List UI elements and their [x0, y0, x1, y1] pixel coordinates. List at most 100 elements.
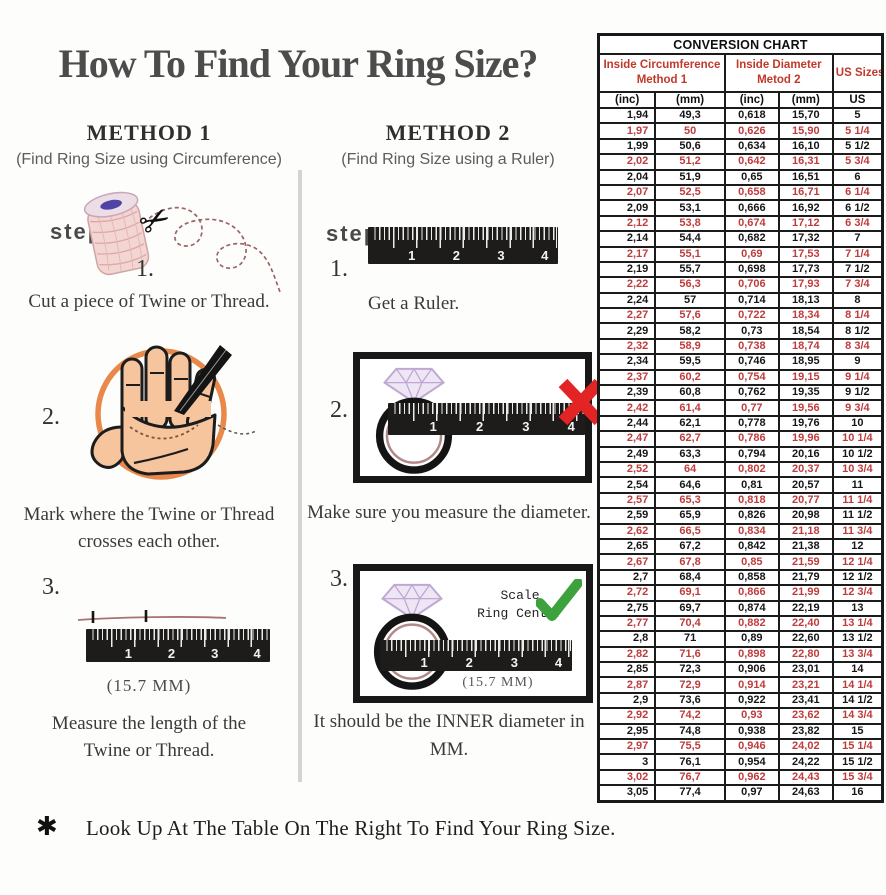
table-row: 1,99 50,6 0,634 16,10 5 1/2 [597, 137, 884, 156]
table-cell: 17,93 [777, 276, 834, 294]
table-cell: 53,8 [654, 214, 726, 233]
table-cell: 2,02 [597, 153, 657, 171]
table-cell: 24,63 [777, 784, 834, 803]
conversion-chart-table: CONVERSION CHART Inside Circumference Me… [597, 33, 884, 803]
method2-step1-number: 1. [330, 256, 348, 282]
table-cell: 10 3/4 [831, 460, 884, 479]
table-cell: 70,4 [654, 614, 726, 633]
table-row: 2,14 54,4 0,682 17,32 7 [597, 230, 884, 248]
table-cell: 23,62 [777, 707, 834, 725]
table-row: 2,27 57,6 0,722 18,34 8 1/4 [597, 307, 884, 325]
table-cell: 68,4 [654, 568, 726, 587]
table-cell: 24,43 [777, 768, 834, 787]
table-cell: 0,674 [723, 214, 780, 233]
table-cell: 17,53 [777, 245, 834, 263]
twine-spool-illustration: ✂ [83, 191, 281, 293]
table-cell: 0,778 [723, 414, 780, 433]
table-cell: 2,39 [597, 384, 657, 402]
table-cell: 0,89 [723, 630, 780, 648]
method2-step2-number: 2. [330, 397, 348, 423]
table-row: 2,04 51,9 0,65 16,51 6 [597, 168, 884, 186]
table-row: 2,72 69,1 0,866 21,99 12 3/4 [597, 584, 884, 602]
table-cell: 2,22 [597, 276, 657, 294]
table-cell: 55,7 [654, 260, 726, 279]
method2-step1-caption: Get a Ruler. [368, 293, 460, 314]
table-cell: 1,97 [597, 122, 657, 140]
finger-creases [126, 372, 211, 398]
table-cell: 0,626 [723, 122, 780, 140]
table-cell: 2,77 [597, 614, 657, 633]
table-cell: 0,898 [723, 645, 780, 664]
table-cell: 6 3/4 [831, 214, 884, 233]
table-cell: 12 1/4 [831, 553, 884, 571]
x-mark-icon [558, 378, 604, 426]
table-cell: 19,35 [777, 384, 834, 402]
table-cell: 7 [831, 230, 884, 248]
table-row: 2,19 55,7 0,698 17,73 7 1/2 [597, 260, 884, 279]
table-cell: 19,15 [777, 368, 834, 387]
table-cell: 13 1/2 [831, 630, 884, 648]
table-cell: 21,18 [777, 522, 834, 540]
table-cell: 16,51 [777, 168, 834, 186]
method1-step1-caption: Cut a piece of Twine or Thread. [28, 291, 270, 312]
table-cell: 6 1/2 [831, 199, 884, 217]
table-cell: 2,34 [597, 353, 657, 371]
table-cell: 0,842 [723, 537, 780, 556]
group-header-line: Inside Diameter [736, 59, 822, 72]
table-cell: 76,1 [654, 753, 726, 771]
measured-thread-line [77, 610, 227, 623]
table-row: 2,57 65,3 0,818 20,77 11 1/4 [597, 491, 884, 510]
table-cell: 0,634 [723, 137, 780, 156]
table-cell: 7 1/2 [831, 260, 884, 279]
table-cell: 2,59 [597, 507, 657, 525]
table-cell: 14 [831, 661, 884, 679]
table-cell: 0,906 [723, 661, 780, 679]
table-cell: 5 3/4 [831, 153, 884, 171]
table-row: 2,09 53,1 0,666 16,92 6 1/2 [597, 199, 884, 217]
table-cell: 56,3 [654, 276, 726, 294]
table-cell: 18,13 [777, 291, 834, 310]
table-cell: 15,70 [777, 106, 834, 125]
ruler-illustration: 1 2 3 4 [368, 227, 558, 264]
table-cell: 5 [831, 106, 884, 125]
asterisk-icon: ✱ [36, 812, 58, 841]
footnote: Look Up At The Table On The Right To Fin… [86, 816, 616, 840]
table-row: 1,94 49,3 0,618 15,70 5 [597, 106, 884, 125]
table-cell: 0,826 [723, 507, 780, 525]
diamond-icon [383, 367, 445, 404]
spool-hole [100, 199, 122, 210]
table-cell: 11 1/2 [831, 507, 884, 525]
table-row: 2,34 59,5 0,746 18,95 9 [597, 353, 884, 371]
table-cell: 2,82 [597, 645, 657, 664]
table-row: 2,87 72,9 0,914 23,21 14 1/4 [597, 676, 884, 694]
col-header: US [831, 91, 884, 109]
check-mark-icon [536, 579, 582, 621]
table-cell: 2,32 [597, 337, 657, 356]
table-cell: 2,24 [597, 291, 657, 310]
table-cell: 55,1 [654, 245, 726, 263]
table-cell: 19,56 [777, 399, 834, 417]
table-cell: 0,946 [723, 737, 780, 756]
table-cell: 13 [831, 599, 884, 617]
pen-icon [174, 345, 232, 415]
table-cell: 2,52 [597, 460, 657, 479]
twine-thread-line [131, 206, 281, 293]
table-cell: 23,21 [777, 676, 834, 694]
table-cell: 0,682 [723, 230, 780, 248]
table-cell: 2,44 [597, 414, 657, 433]
table-cell: 10 1/2 [831, 445, 884, 464]
ruler-number: 3 [211, 646, 219, 661]
table-cell: 74,8 [654, 722, 726, 741]
diamond-icon [381, 583, 443, 620]
table-cell: 58,2 [654, 322, 726, 340]
table-cell: 23,82 [777, 722, 834, 741]
table-row: 3,02 76,7 0,962 24,43 15 3/4 [597, 768, 884, 787]
table-cell: 0,874 [723, 599, 780, 617]
thread-tail-dashed [217, 424, 257, 435]
table-cell: 0,818 [723, 491, 780, 510]
table-cell: 0,754 [723, 368, 780, 387]
table-cell: 57,6 [654, 307, 726, 325]
table-row: 1,97 50 0,626 15,90 5 1/4 [597, 122, 884, 140]
table-cell: 9 3/4 [831, 399, 884, 417]
method1-measurement: (15.7 MM) [106, 676, 192, 695]
